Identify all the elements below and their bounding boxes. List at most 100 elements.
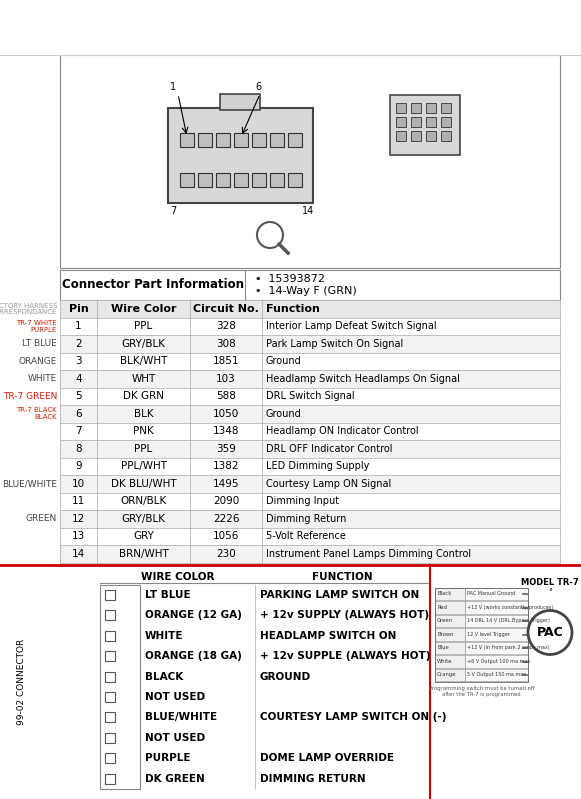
Text: BLACK: BLACK: [145, 671, 183, 682]
Text: GRY/BLK: GRY/BLK: [121, 339, 166, 348]
Text: 8: 8: [75, 443, 82, 454]
Text: NOT USED: NOT USED: [145, 692, 205, 702]
Bar: [60, 475, 560, 492]
Bar: [216, 133, 230, 147]
Text: DRL OFF Indicator Control: DRL OFF Indicator Control: [266, 443, 393, 454]
Text: 2090: 2090: [213, 496, 239, 507]
Bar: [60, 370, 560, 388]
Text: COURTESY LAMP SWITCH ON (-): COURTESY LAMP SWITCH ON (-): [260, 713, 447, 722]
Bar: [465, 642, 528, 654]
Text: Ground: Ground: [266, 356, 302, 366]
Text: BRN/WHT: BRN/WHT: [119, 549, 168, 559]
Bar: [105, 753, 115, 763]
Bar: [60, 405, 560, 423]
Text: ORN/BLK: ORN/BLK: [120, 496, 167, 507]
Text: Instrument Panel Lamps Dimming Control: Instrument Panel Lamps Dimming Control: [266, 549, 471, 559]
Text: +12 V (in from park 2 amps max): +12 V (in from park 2 amps max): [467, 646, 550, 650]
Bar: [390, 95, 460, 155]
Text: Red: Red: [437, 605, 447, 610]
Text: WIRE COLOR: WIRE COLOR: [141, 571, 214, 582]
Bar: [270, 133, 284, 147]
Text: 7: 7: [75, 426, 82, 436]
Text: 359: 359: [216, 443, 236, 454]
Text: ⚬: ⚬: [547, 587, 553, 594]
Bar: [435, 587, 465, 600]
Bar: [288, 133, 302, 147]
Text: DK GREEN: DK GREEN: [145, 773, 205, 784]
Text: Pin: Pin: [69, 304, 88, 314]
Text: WHITE: WHITE: [145, 630, 184, 641]
Text: BLUE/WHITE: BLUE/WHITE: [145, 713, 217, 722]
Text: 1: 1: [75, 321, 82, 332]
Bar: [105, 671, 115, 682]
Bar: [411, 117, 421, 127]
Text: Dimming Return: Dimming Return: [266, 514, 346, 524]
Text: 9: 9: [75, 461, 82, 471]
Text: DK GRN: DK GRN: [123, 392, 164, 401]
Text: BLK: BLK: [134, 409, 153, 419]
Text: TR-7 BLACK
BLACK: TR-7 BLACK BLACK: [16, 407, 57, 420]
Bar: [60, 440, 560, 458]
Text: PAC: PAC: [537, 626, 564, 639]
Text: 588: 588: [216, 392, 236, 401]
Bar: [60, 388, 560, 405]
Text: Circuit No.: Circuit No.: [193, 304, 259, 314]
Text: GRY/BLK: GRY/BLK: [121, 514, 166, 524]
Text: ORANGE (18 GA): ORANGE (18 GA): [145, 651, 242, 661]
Text: FUNCTION: FUNCTION: [312, 571, 373, 582]
Text: Function: Function: [266, 304, 320, 314]
Bar: [60, 545, 560, 562]
Bar: [252, 173, 266, 187]
Text: Brown: Brown: [437, 632, 454, 637]
Bar: [60, 335, 560, 352]
Text: •  15393872: • 15393872: [255, 274, 325, 284]
Bar: [435, 655, 465, 667]
Text: PARKING LAMP SWITCH ON: PARKING LAMP SWITCH ON: [260, 590, 419, 600]
Text: PPL/WHT: PPL/WHT: [120, 461, 167, 471]
Text: DRL Switch Signal: DRL Switch Signal: [266, 392, 354, 401]
Bar: [396, 117, 406, 127]
Text: 11: 11: [72, 496, 85, 507]
Text: 1050: 1050: [213, 409, 239, 419]
Bar: [60, 300, 560, 317]
Text: Programming switch must be turned off
after the TR-7 is programmed: Programming switch must be turned off af…: [429, 686, 535, 697]
Text: White: White: [437, 658, 453, 664]
Text: + 12v SUPPLY (ALWAYS HOT): + 12v SUPPLY (ALWAYS HOT): [260, 610, 429, 620]
Bar: [396, 131, 406, 141]
Text: 13: 13: [72, 531, 85, 541]
Text: 14: 14: [302, 206, 314, 216]
Text: +12 V (works constantly/produces): +12 V (works constantly/produces): [467, 605, 553, 610]
Text: TR-7 GREEN: TR-7 GREEN: [3, 392, 57, 401]
Bar: [105, 590, 115, 600]
Text: GRY: GRY: [133, 531, 154, 541]
Text: 1: 1: [170, 82, 176, 92]
Bar: [60, 527, 560, 545]
Bar: [411, 103, 421, 113]
Bar: [435, 601, 465, 614]
Text: 6: 6: [255, 82, 261, 92]
Text: 1056: 1056: [213, 531, 239, 541]
Text: 14: 14: [72, 549, 85, 559]
Text: TR-7 WHITE
PURPLE: TR-7 WHITE PURPLE: [16, 320, 57, 332]
Bar: [60, 458, 560, 475]
Text: LED Dimming Supply: LED Dimming Supply: [266, 461, 370, 471]
Bar: [60, 510, 560, 527]
Text: Wire Color: Wire Color: [111, 304, 176, 314]
Text: 5 V Output 150 ma max: 5 V Output 150 ma max: [467, 672, 526, 678]
Bar: [168, 108, 313, 203]
Text: 12: 12: [72, 514, 85, 524]
Bar: [60, 270, 560, 300]
Text: 99-02 CONNECTOR: 99-02 CONNECTOR: [17, 638, 27, 725]
Text: 3: 3: [75, 356, 82, 366]
Text: Connector Part Information: Connector Part Information: [62, 279, 243, 292]
Text: GREEN: GREEN: [26, 515, 57, 523]
Bar: [435, 614, 465, 627]
Circle shape: [528, 610, 572, 654]
Text: PNK: PNK: [133, 426, 154, 436]
Text: Headlamp ON Indicator Control: Headlamp ON Indicator Control: [266, 426, 419, 436]
Bar: [105, 713, 115, 722]
Bar: [220, 94, 260, 110]
Text: LT BLUE: LT BLUE: [145, 590, 191, 600]
Text: Blue: Blue: [437, 646, 449, 650]
Bar: [180, 173, 194, 187]
